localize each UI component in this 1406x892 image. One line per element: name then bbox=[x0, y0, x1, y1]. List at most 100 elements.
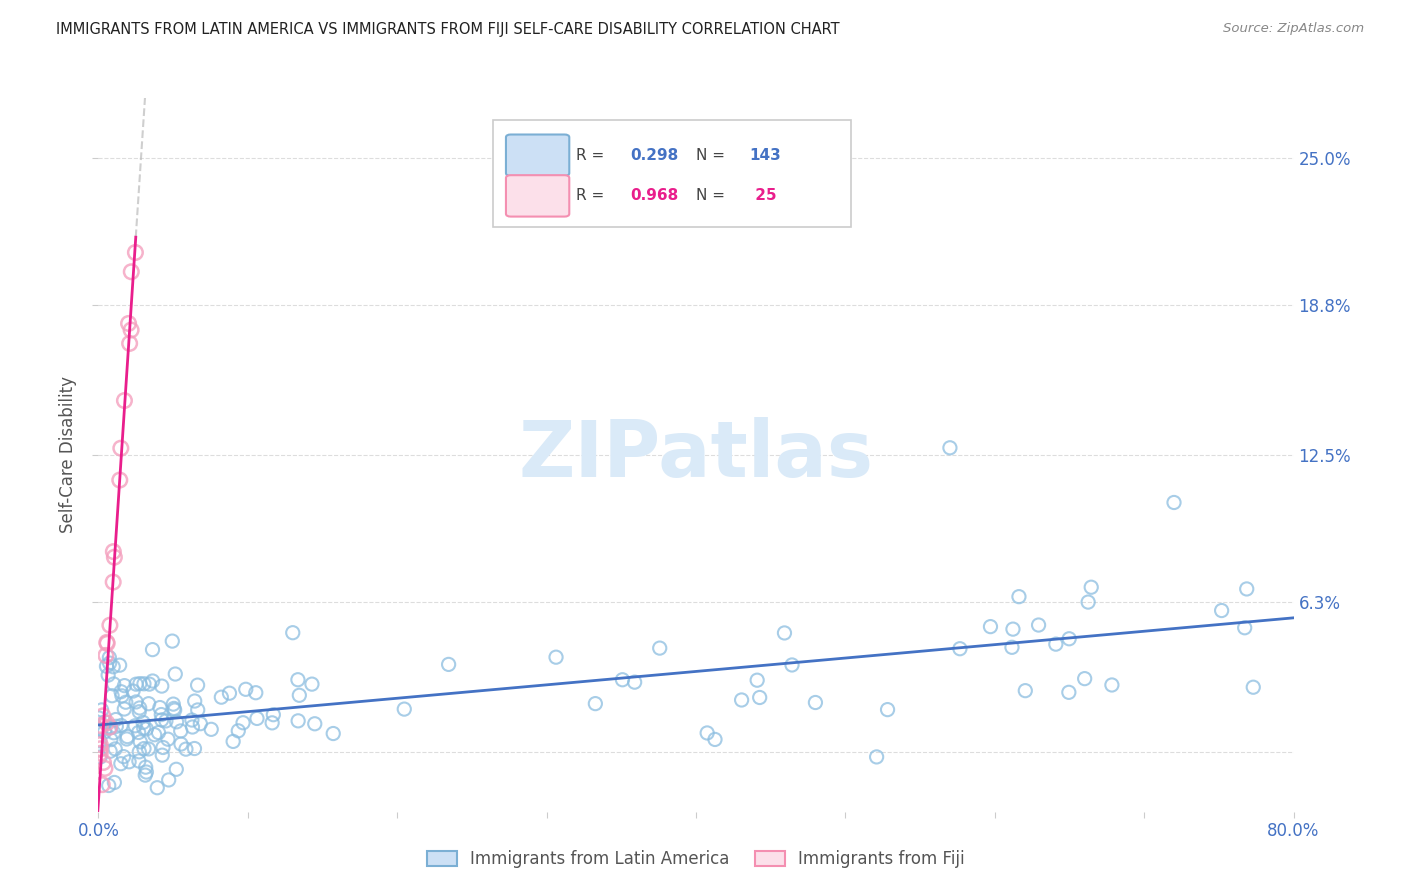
Point bbox=[100, 732, 122, 747]
Point bbox=[939, 441, 962, 455]
Point bbox=[188, 716, 211, 731]
Point bbox=[97, 779, 120, 793]
Point bbox=[103, 544, 125, 558]
Point bbox=[128, 676, 150, 690]
Point bbox=[89, 741, 111, 756]
Point bbox=[1014, 683, 1036, 698]
Point bbox=[135, 722, 157, 736]
Point bbox=[226, 723, 249, 738]
Point bbox=[118, 336, 141, 351]
Point bbox=[117, 730, 139, 744]
Point bbox=[129, 735, 152, 749]
Point bbox=[262, 707, 284, 722]
Y-axis label: Self-Care Disability: Self-Care Disability bbox=[59, 376, 77, 533]
Point bbox=[112, 749, 135, 764]
Point bbox=[245, 686, 267, 700]
Point bbox=[135, 765, 157, 780]
Point bbox=[163, 701, 186, 715]
Point bbox=[150, 707, 173, 722]
Point bbox=[132, 721, 155, 735]
Point bbox=[1077, 595, 1099, 609]
Point bbox=[979, 619, 1001, 633]
Text: N =: N = bbox=[696, 188, 730, 203]
Point bbox=[287, 714, 309, 728]
Point bbox=[104, 742, 127, 756]
Point bbox=[124, 245, 146, 260]
Text: 0.298: 0.298 bbox=[630, 148, 679, 162]
Text: 143: 143 bbox=[749, 148, 782, 162]
Point bbox=[1057, 685, 1080, 699]
Point bbox=[165, 667, 187, 681]
Point bbox=[90, 718, 112, 732]
Point bbox=[143, 728, 166, 742]
Point bbox=[544, 650, 567, 665]
Point bbox=[93, 725, 115, 739]
Text: 0.968: 0.968 bbox=[630, 188, 679, 203]
Point bbox=[170, 723, 193, 738]
Point bbox=[89, 750, 111, 764]
Point bbox=[150, 713, 173, 727]
Point bbox=[262, 715, 284, 730]
Point bbox=[98, 744, 121, 758]
Point bbox=[287, 673, 309, 687]
Point bbox=[141, 642, 163, 657]
Point bbox=[773, 626, 796, 640]
Point bbox=[200, 723, 222, 737]
Point bbox=[138, 677, 160, 691]
Point bbox=[125, 677, 148, 691]
Point bbox=[128, 745, 150, 759]
Point bbox=[209, 690, 232, 705]
Point bbox=[222, 734, 245, 748]
Point bbox=[89, 747, 111, 761]
Point bbox=[91, 778, 114, 792]
Point bbox=[165, 762, 187, 776]
Point bbox=[155, 714, 177, 728]
Point bbox=[281, 625, 304, 640]
Point bbox=[218, 686, 240, 700]
Point bbox=[394, 702, 416, 716]
Point bbox=[108, 658, 131, 673]
Point bbox=[96, 715, 118, 730]
Point bbox=[949, 641, 972, 656]
Point bbox=[91, 709, 114, 723]
Point bbox=[97, 668, 120, 682]
Point bbox=[120, 323, 142, 337]
Point bbox=[94, 761, 117, 775]
Point bbox=[124, 719, 146, 733]
Point bbox=[1028, 618, 1050, 632]
Point bbox=[149, 700, 172, 714]
Point bbox=[183, 694, 205, 708]
Point bbox=[648, 641, 671, 656]
Point bbox=[1241, 680, 1264, 694]
Point bbox=[122, 684, 145, 698]
Point bbox=[1236, 582, 1258, 596]
Point bbox=[101, 689, 124, 703]
Point bbox=[87, 711, 110, 725]
Point bbox=[187, 703, 209, 717]
Point bbox=[696, 726, 718, 740]
Point bbox=[100, 721, 122, 735]
Point bbox=[132, 741, 155, 756]
Point bbox=[1073, 672, 1095, 686]
Text: ZIPatlas: ZIPatlas bbox=[519, 417, 873, 493]
Point bbox=[134, 768, 156, 782]
Point bbox=[128, 754, 150, 768]
Point bbox=[288, 688, 311, 702]
Point bbox=[110, 684, 132, 698]
Point bbox=[1008, 590, 1031, 604]
Point bbox=[322, 726, 344, 740]
Point bbox=[148, 725, 170, 739]
Point bbox=[1163, 495, 1185, 509]
Point bbox=[96, 659, 118, 673]
Text: IMMIGRANTS FROM LATIN AMERICA VS IMMIGRANTS FROM FIJI SELF-CARE DISABILITY CORRE: IMMIGRANTS FROM LATIN AMERICA VS IMMIGRA… bbox=[56, 22, 839, 37]
Point bbox=[174, 742, 197, 756]
Point bbox=[103, 575, 125, 590]
Point bbox=[804, 696, 827, 710]
Point bbox=[94, 714, 117, 729]
Point bbox=[187, 678, 209, 692]
Point bbox=[235, 682, 257, 697]
Point bbox=[747, 673, 769, 688]
Point bbox=[876, 703, 898, 717]
Point bbox=[1233, 621, 1256, 635]
Point bbox=[103, 550, 125, 565]
